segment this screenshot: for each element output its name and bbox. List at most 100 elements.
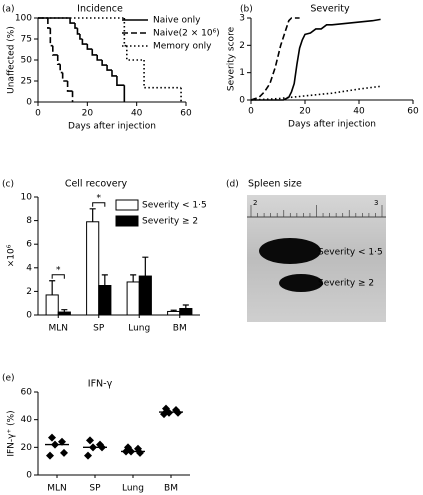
panel-title: IFN-γ [88, 379, 113, 390]
step-segment [79, 33, 83, 40]
x-tick-label: 40 [353, 107, 365, 117]
x-tick-label: 60 [180, 109, 192, 119]
bar [86, 221, 100, 316]
y-tick-label: 20 [21, 443, 33, 453]
line [250, 85, 381, 101]
x-axis-label: Days after injection [288, 120, 376, 130]
y-tick-label: 50 [21, 56, 33, 66]
y-axis-label: ×10⁶ [7, 244, 17, 267]
step-segment [101, 60, 108, 66]
panel-title: Severity [310, 4, 350, 15]
y-tick-label: 60 [21, 388, 33, 398]
panel-title: Incidence [77, 4, 123, 15]
spleen [279, 274, 323, 292]
step-segment [56, 54, 61, 65]
y-tick-label: 0 [26, 471, 32, 481]
error-bar [130, 274, 137, 282]
dot [86, 436, 94, 445]
y-tick-label: 6 [26, 240, 32, 250]
legend-label: Memory only [153, 42, 212, 52]
photo-label: Severity < 1·5 [318, 248, 383, 258]
y-tick-label: 0 [26, 98, 32, 108]
y-tick-label: 1 [239, 68, 245, 78]
photo-label: Severity ≥ 2 [318, 279, 374, 289]
legend-swatch [115, 215, 139, 227]
y-axis-label: Severity score [227, 26, 237, 91]
significance-mark: * [97, 193, 102, 203]
bar [167, 310, 181, 316]
y-tick-label: 75 [21, 35, 32, 45]
error-bar [89, 208, 96, 222]
step-segment [47, 18, 51, 29]
step-segment [123, 18, 127, 47]
y-tick-label: 0 [239, 96, 245, 106]
step-segment [126, 45, 145, 61]
panel-label: (d) [226, 180, 239, 190]
step-segment [106, 65, 112, 71]
ruler-label: 2 [253, 199, 257, 207]
x-tick-label: Lung [122, 484, 144, 494]
bar [138, 275, 152, 316]
y-tick-label: 3 [239, 14, 245, 24]
step-segment [96, 54, 103, 61]
panel-label: (c) [2, 180, 14, 190]
step-segment [69, 18, 75, 24]
step-segment [143, 60, 182, 89]
step-segment [52, 45, 58, 56]
x-tick-label: 20 [82, 109, 94, 119]
y-tick-label: 0 [26, 311, 32, 321]
dot [58, 437, 66, 446]
y-tick-label: 100 [15, 14, 32, 24]
y-tick-label: 10 [21, 193, 33, 203]
error-bar [170, 309, 177, 312]
x-tick-label: MLN [48, 324, 68, 334]
y-axis-label: Unaffected (%) [7, 26, 17, 94]
step-segment [81, 39, 88, 45]
step-segment [76, 28, 80, 35]
y-tick-label: 4 [26, 263, 32, 273]
error-bar [101, 274, 108, 286]
ruler-label: 3 [374, 199, 378, 207]
x-axis-label: Days after injection [68, 122, 156, 132]
panel-label: (b) [240, 5, 253, 15]
line [250, 17, 300, 101]
y-tick-label: 25 [21, 77, 32, 87]
x-tick-label: Lung [128, 324, 150, 334]
y-tick-label: 2 [239, 41, 245, 51]
x-tick-label: 20 [299, 107, 311, 117]
significance-bracket [92, 202, 106, 207]
error-bar [182, 304, 189, 309]
step-segment [86, 44, 93, 50]
bar [179, 308, 193, 316]
error-bar [49, 280, 56, 295]
legend-label: Severity ≥ 2 [142, 217, 198, 227]
step-segment [111, 70, 117, 77]
legend-label: Naive(2 × 10⁶) [153, 29, 220, 39]
step-segment [61, 72, 68, 82]
y-tick-label: 2 [26, 287, 32, 297]
x-tick-label: 60 [407, 107, 419, 117]
step-segment [66, 81, 73, 92]
y-axis-label: IFN-γ⁺ (%) [7, 410, 17, 456]
x-tick-label: MLN [47, 484, 67, 494]
x-tick-label: 0 [35, 109, 41, 119]
bar [98, 285, 112, 316]
significance-bracket [51, 274, 65, 279]
x-tick-label: SP [93, 324, 105, 334]
significance-mark: * [56, 265, 61, 275]
error-bar [142, 256, 149, 277]
panel-title: Cell recovery [65, 179, 128, 190]
legend-swatch [115, 199, 139, 211]
dot [48, 433, 56, 442]
panel-label: (e) [2, 374, 15, 384]
step-segment [91, 49, 98, 56]
x-tick-label: 0 [248, 107, 254, 117]
error-bar [61, 309, 68, 313]
x-tick-label: BM [173, 324, 187, 334]
dot [60, 448, 68, 457]
x-tick-label: BM [164, 484, 178, 494]
step-segment [116, 75, 125, 86]
spleen [259, 238, 321, 264]
bar [57, 311, 71, 316]
